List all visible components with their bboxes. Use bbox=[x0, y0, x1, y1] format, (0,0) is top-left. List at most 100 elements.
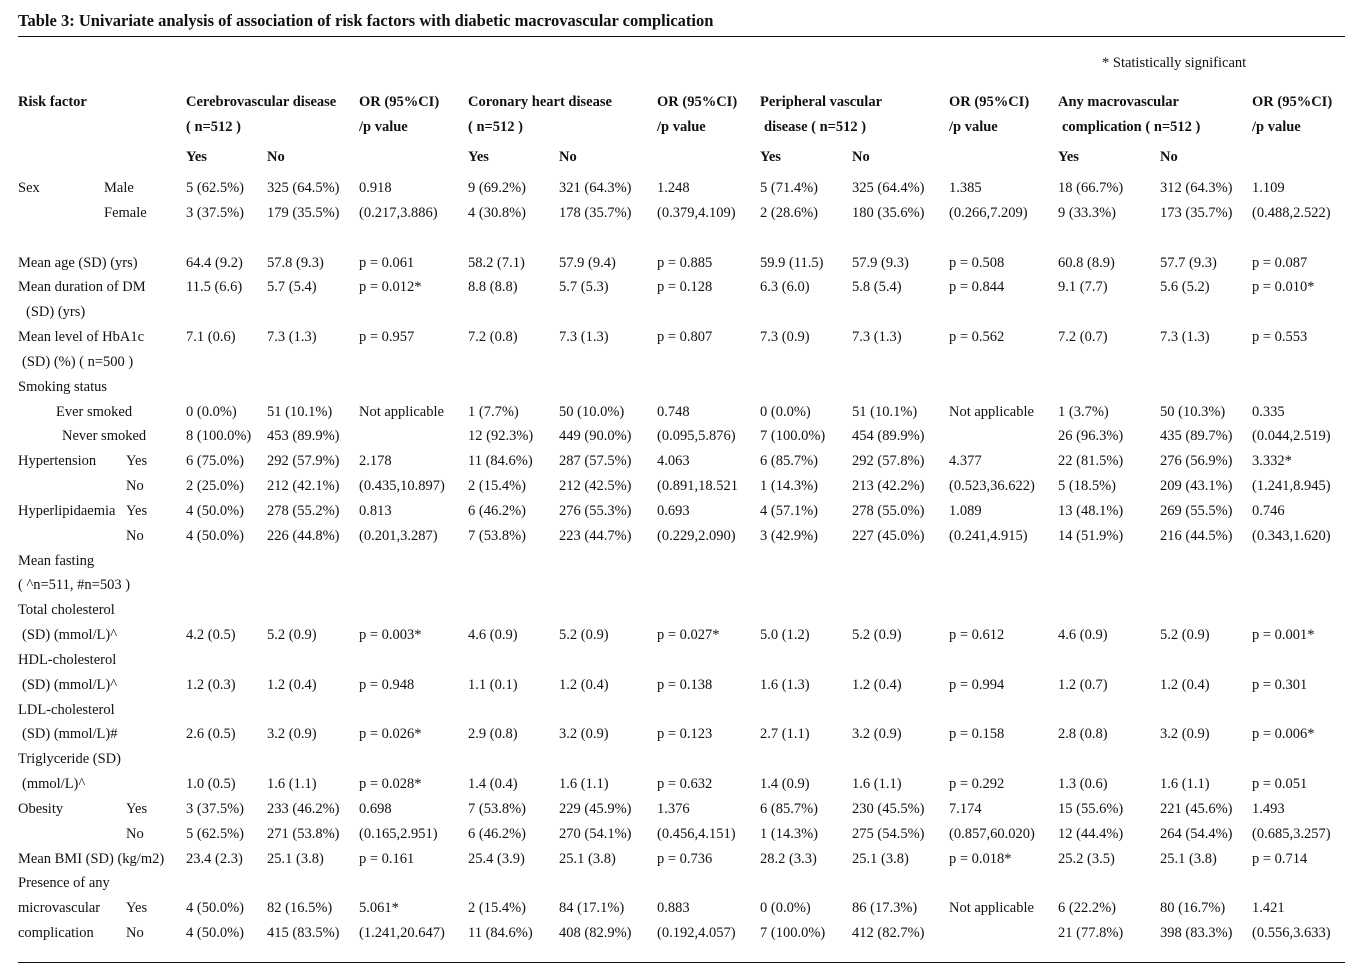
table-cell: Hypertension bbox=[18, 453, 97, 469]
table-cell: (0.217,3.886) bbox=[359, 205, 438, 221]
table-cell: Yes bbox=[126, 503, 148, 519]
header-cell: Any macrovascular bbox=[1058, 94, 1179, 110]
table-cell: 12 (44.4%) bbox=[1058, 826, 1124, 842]
table-cell: (0.165,2.951) bbox=[359, 826, 438, 842]
table-cell: Obesity bbox=[18, 801, 64, 817]
table-cell: Yes bbox=[126, 900, 148, 916]
table-cell: 25.4 (3.9) bbox=[468, 851, 525, 867]
table-cell: 7.3 (0.9) bbox=[760, 329, 810, 345]
table-cell: 64.4 (9.2) bbox=[186, 255, 243, 271]
table-cell: Yes bbox=[126, 453, 148, 469]
table-cell: 278 (55.2%) bbox=[267, 503, 340, 519]
table-cell: 2 (15.4%) bbox=[468, 478, 526, 494]
table-cell: (0.523,36.622) bbox=[949, 478, 1035, 494]
table-cell: 1.3 (0.6) bbox=[1058, 776, 1108, 792]
header-cell: /p value bbox=[359, 119, 408, 135]
table-cell: 178 (35.7%) bbox=[559, 205, 632, 221]
table-cell: p = 0.006* bbox=[1252, 726, 1315, 742]
table-cell: 4 (50.0%) bbox=[186, 900, 244, 916]
table-cell: 3.2 (0.9) bbox=[1160, 726, 1210, 742]
table-cell: 25.1 (3.8) bbox=[559, 851, 616, 867]
table-cell: 6 (85.7%) bbox=[760, 801, 818, 817]
table-cell: 1.421 bbox=[1252, 900, 1285, 916]
table-cell: 6 (22.2%) bbox=[1058, 900, 1116, 916]
table-cell: p = 0.026* bbox=[359, 726, 422, 742]
table-cell: 6 (85.7%) bbox=[760, 453, 818, 469]
table-cell: 292 (57.8%) bbox=[852, 453, 925, 469]
table-cell: p = 0.994 bbox=[949, 677, 1005, 693]
table-cell: 7.1 (0.6) bbox=[186, 329, 236, 345]
header-cell: No bbox=[267, 149, 285, 165]
table-cell: 435 (89.7%) bbox=[1160, 428, 1233, 444]
table-cell: 275 (54.5%) bbox=[852, 826, 925, 842]
table-cell: 449 (90.0%) bbox=[559, 428, 632, 444]
table-cell: 6 (46.2%) bbox=[468, 826, 526, 842]
table-cell: p = 0.051 bbox=[1252, 776, 1308, 792]
table-cell: (1.241,8.945) bbox=[1252, 478, 1331, 494]
table-cell: 3.2 (0.9) bbox=[267, 726, 317, 742]
table-cell: p = 0.138 bbox=[657, 677, 713, 693]
table-cell: 8.8 (8.8) bbox=[468, 279, 518, 295]
table-cell: 25.2 (3.5) bbox=[1058, 851, 1115, 867]
table-cell: 0.698 bbox=[359, 801, 392, 817]
table-cell: 2.7 (1.1) bbox=[760, 726, 810, 742]
table-cell: (SD) (mmol/L)^ bbox=[22, 627, 118, 643]
table-cell: 9 (69.2%) bbox=[468, 180, 526, 196]
table-cell: 4 (50.0%) bbox=[186, 503, 244, 519]
table-cell: 25.1 (3.8) bbox=[267, 851, 324, 867]
table-cell: Ever smoked bbox=[56, 404, 133, 420]
table-cell: 0.883 bbox=[657, 900, 690, 916]
table-cell: (0.241,4.915) bbox=[949, 528, 1028, 544]
table-cell: 276 (55.3%) bbox=[559, 503, 632, 519]
table-cell: 0 (0.0%) bbox=[760, 404, 811, 420]
table-cell: 321 (64.3%) bbox=[559, 180, 632, 196]
table-cell: p = 0.123 bbox=[657, 726, 713, 742]
table-cell: (0.488,2.522) bbox=[1252, 205, 1331, 221]
table-cell: 25.1 (3.8) bbox=[852, 851, 909, 867]
table-cell: 5.2 (0.9) bbox=[559, 627, 609, 643]
table-cell: 1.089 bbox=[949, 503, 982, 519]
table-cell: 2 (15.4%) bbox=[468, 900, 526, 916]
table-cell: 1.6 (1.1) bbox=[267, 776, 317, 792]
table-cell: 398 (83.3%) bbox=[1160, 925, 1233, 941]
header-cell: /p value bbox=[1252, 119, 1301, 135]
table-cell: 3 (37.5%) bbox=[186, 205, 244, 221]
table-cell: p = 0.087 bbox=[1252, 255, 1308, 271]
table-cell: Triglyceride (SD) bbox=[18, 751, 121, 767]
table-cell: Mean fasting bbox=[18, 553, 95, 569]
table-cell: p = 0.885 bbox=[657, 255, 713, 271]
table-cell: 2.9 (0.8) bbox=[468, 726, 518, 742]
table-cell: 11 (84.6%) bbox=[468, 925, 533, 941]
table-cell: (0.456,4.151) bbox=[657, 826, 736, 842]
table-cell: Presence of any bbox=[18, 875, 110, 891]
table-cell: 18 (66.7%) bbox=[1058, 180, 1124, 196]
header-cell: Yes bbox=[1058, 149, 1079, 165]
table-cell: 1.2 (0.7) bbox=[1058, 677, 1108, 693]
table-cell: 223 (44.7%) bbox=[559, 528, 632, 544]
table-cell: 5.061* bbox=[359, 900, 399, 916]
table-cell: (0.891,18.521 bbox=[657, 478, 738, 494]
table-cell: 1.1 (0.1) bbox=[468, 677, 518, 693]
table-cell: p = 0.807 bbox=[657, 329, 713, 345]
table-cell: 269 (55.5%) bbox=[1160, 503, 1233, 519]
header-cell: No bbox=[559, 149, 577, 165]
header-cell: Yes bbox=[186, 149, 207, 165]
header-cell: Coronary heart disease bbox=[468, 94, 612, 110]
table-cell: Mean age (SD) (yrs) bbox=[18, 255, 138, 271]
table-cell: 5 (18.5%) bbox=[1058, 478, 1116, 494]
table-cell: 51 (10.1%) bbox=[267, 404, 333, 420]
table-cell: 15 (55.6%) bbox=[1058, 801, 1124, 817]
table-cell: (0.435,10.897) bbox=[359, 478, 445, 494]
table-cell: p = 0.012* bbox=[359, 279, 422, 295]
table-cell: 4 (50.0%) bbox=[186, 528, 244, 544]
table-cell: No bbox=[126, 826, 144, 842]
table-cell: 5.8 (5.4) bbox=[852, 279, 902, 295]
header-cell: OR (95%CI) bbox=[1252, 94, 1333, 110]
table-cell: 325 (64.5%) bbox=[267, 180, 340, 196]
table-cell: 7 (100.0%) bbox=[760, 925, 826, 941]
table-cell: (SD) (yrs) bbox=[26, 304, 86, 320]
table-cell: Yes bbox=[126, 801, 148, 817]
table-cell: p = 0.562 bbox=[949, 329, 1005, 345]
table-cell: 212 (42.5%) bbox=[559, 478, 632, 494]
table-cell: 23.4 (2.3) bbox=[186, 851, 243, 867]
